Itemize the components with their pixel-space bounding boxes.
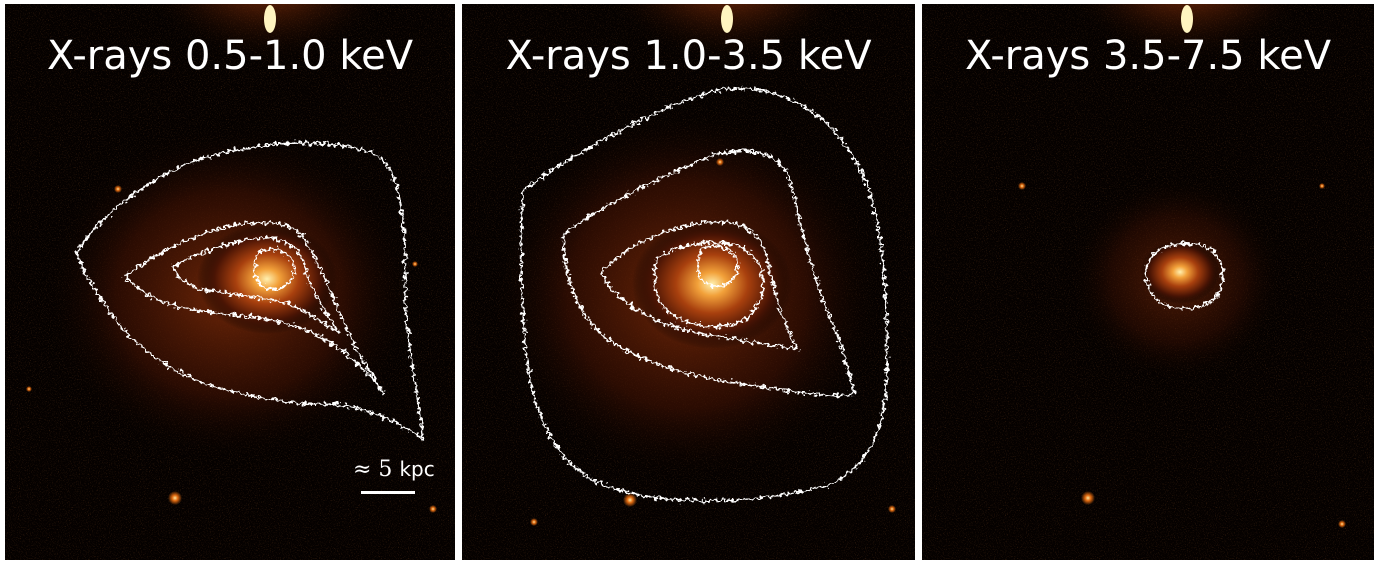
contour-lines	[75, 141, 425, 441]
panel-soft-xray: X-rays 0.5-1.0 keV ≈ 5 kpc	[5, 4, 455, 560]
panel-title: X-rays 1.0-3.5 keV	[505, 33, 872, 79]
xray-image	[5, 4, 455, 560]
scale-line	[361, 491, 415, 494]
panel-title: X-rays 0.5-1.0 keV	[46, 33, 414, 79]
scale-bar: ≈ 5 kpc	[349, 454, 455, 504]
contour-lines	[520, 87, 889, 502]
panel-hard-xray: X-rays 3.5-7.5 keV	[922, 4, 1374, 560]
scale-unit: kpc	[399, 457, 435, 481]
scale-value: ≈ 5	[353, 457, 393, 482]
scale-label: ≈ 5 kpc	[353, 454, 435, 485]
panel-medium-xray: X-rays 1.0-3.5 keV	[462, 4, 915, 560]
panel-title: X-rays 3.5-7.5 keV	[964, 33, 1332, 79]
contour-lines	[1144, 242, 1224, 310]
xray-image	[922, 4, 1374, 560]
xray-image	[462, 4, 915, 560]
